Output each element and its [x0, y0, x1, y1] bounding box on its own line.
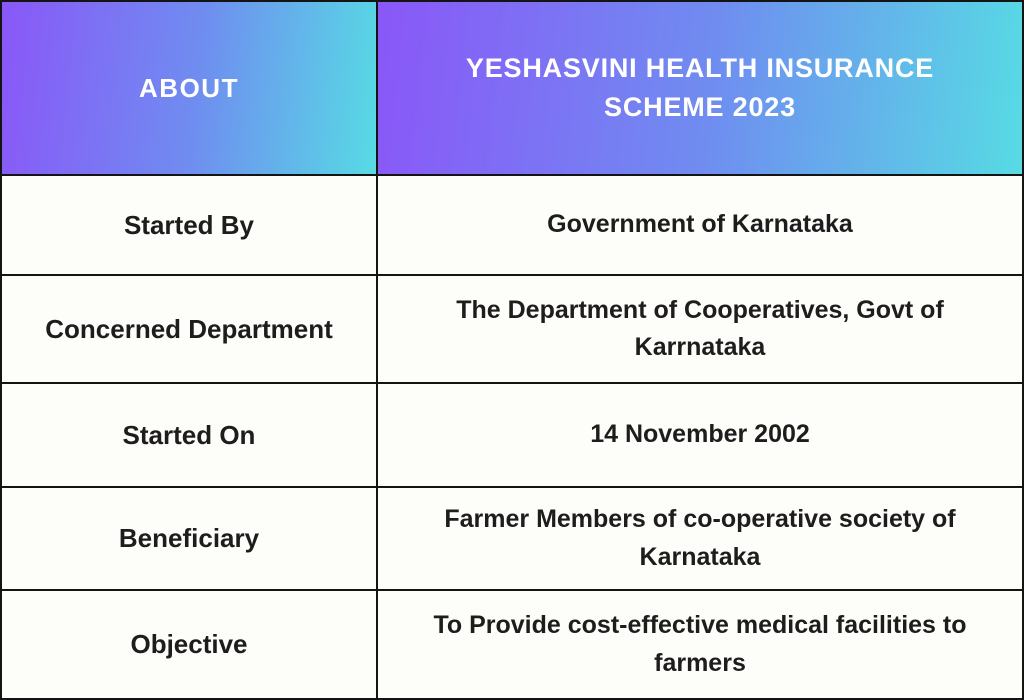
row-label-text: Objective: [130, 629, 248, 660]
row-label-text: Started On: [122, 419, 256, 450]
row-label-text: Started By: [123, 209, 255, 240]
row-value-text: Government of Karnataka: [547, 210, 853, 239]
header-about-label: ABOUT: [139, 72, 239, 103]
row-value-objective: To Provide cost-effective medical facili…: [378, 591, 1022, 698]
row-label-objective: Objective: [2, 591, 376, 698]
row-value-concerned-department: The Department of Cooperatives, Govt of …: [378, 276, 1022, 382]
scheme-title: YESHASVINI HEALTH INSURANCE SCHEME 2023: [465, 52, 935, 122]
header-about-cell: ABOUT: [2, 2, 376, 174]
row-label-text: Beneficiary: [118, 523, 260, 554]
row-value-text: The Department of Cooperatives, Govt of …: [456, 295, 944, 362]
row-label-text: Concerned Department: [45, 313, 333, 344]
row-value-text: Farmer Members of co-operative society o…: [444, 505, 956, 571]
row-value-started-by: Government of Karnataka: [378, 176, 1022, 274]
row-label-beneficiary: Beneficiary: [2, 488, 376, 589]
row-label-started-on: Started On: [2, 384, 376, 486]
header-scheme-title-cell: YESHASVINI HEALTH INSURANCE SCHEME 2023: [378, 2, 1022, 174]
row-value-text: 14 November 2002: [590, 420, 810, 449]
row-value-text: To Provide cost-effective medical facili…: [433, 611, 967, 677]
row-value-beneficiary: Farmer Members of co-operative society o…: [378, 488, 1022, 589]
row-label-started-by: Started By: [2, 176, 376, 274]
row-label-concerned-department: Concerned Department: [2, 276, 376, 382]
row-value-started-on: 14 November 2002: [378, 384, 1022, 486]
